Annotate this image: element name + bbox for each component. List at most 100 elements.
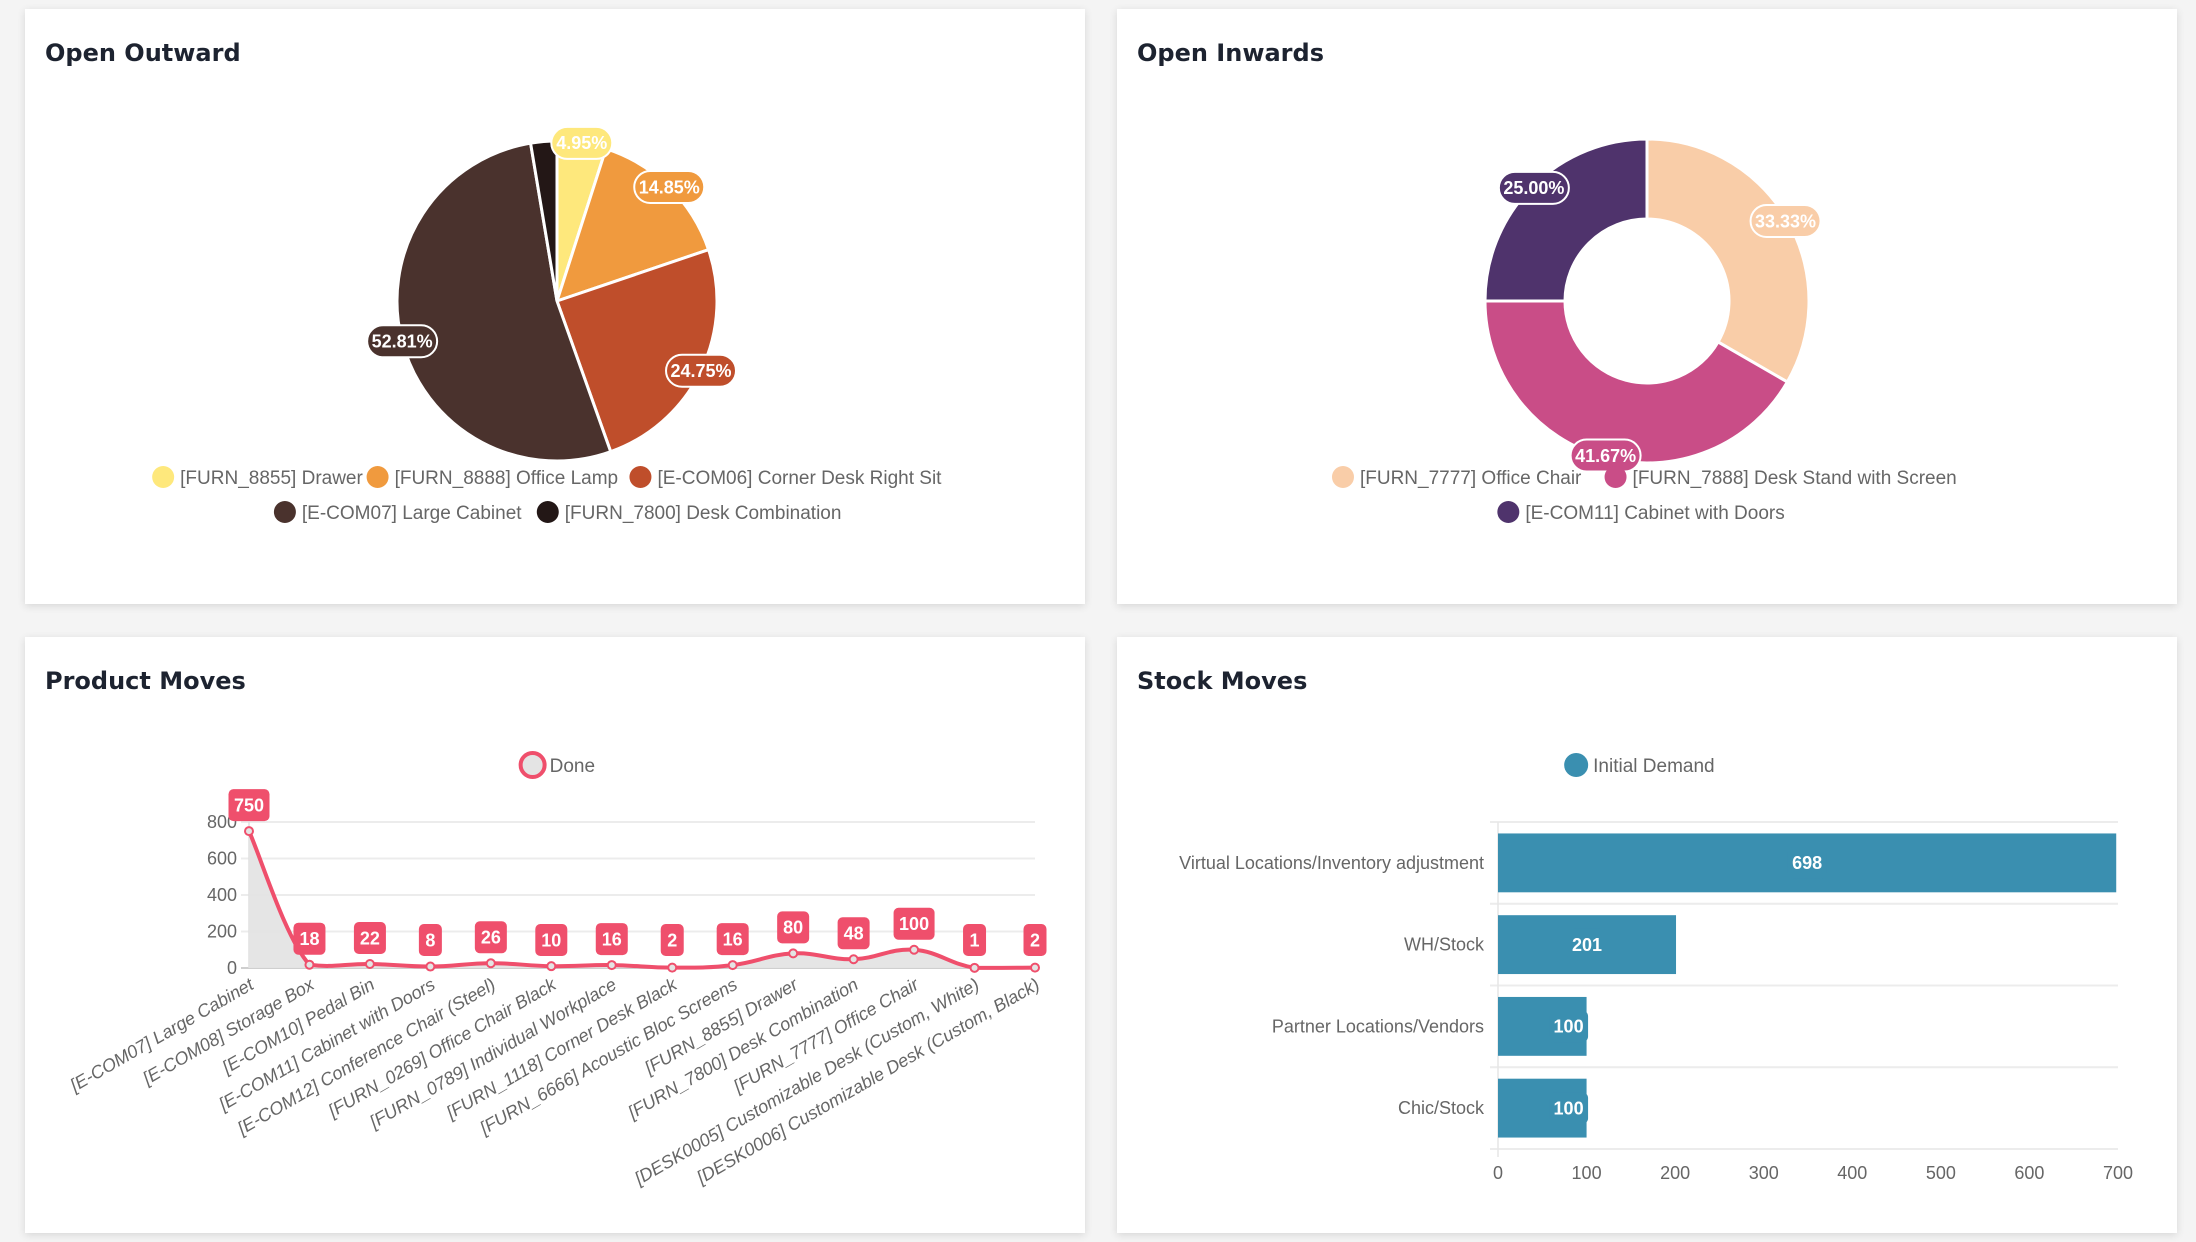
bar-data-label-box xyxy=(1549,1010,1589,1043)
point-data-label: 2 xyxy=(660,924,684,956)
x-tick-label: 0 xyxy=(1493,1163,1503,1183)
card-title: Open Inwards xyxy=(1137,39,1324,67)
slice-data-label-text: 52.81% xyxy=(372,332,433,352)
legend-color-icon xyxy=(518,751,547,779)
slice-data-label: 33.33% xyxy=(1749,203,1822,238)
legend-color-icon xyxy=(1497,501,1520,523)
legend-label: [FURN_7888] Desk Stand with Screen xyxy=(1633,468,1957,489)
point-data-label: 16 xyxy=(595,923,628,956)
legend-label: [E-COM06] Corner Desk Right Sit xyxy=(657,468,942,489)
bar-data-label-box xyxy=(1549,1092,1589,1125)
point-data-label-text: 16 xyxy=(723,929,743,949)
slice-data-label: 4.95% xyxy=(550,125,614,160)
open-outward-pie-chart: 4.95% 14.85% 24.75% 52.81% [FURN_8855] Drawe… xyxy=(152,125,942,524)
legend-item: Initial Demand xyxy=(1564,753,1715,777)
slice-data-label: 52.81% xyxy=(366,324,439,359)
line-point xyxy=(909,944,920,955)
legend-label: Done xyxy=(550,756,595,777)
point-data-label-text: 80 xyxy=(783,918,803,938)
pie-slice xyxy=(1483,137,1649,303)
legend-item: [FURN_7800] Desk Combination xyxy=(536,501,842,524)
bar-data-label: 201 xyxy=(1567,928,1607,961)
bar-data-label-text: 100 xyxy=(1554,1098,1584,1118)
point-data-label-text: 1 xyxy=(970,930,980,950)
legend-item: [FURN_8888] Office Lamp xyxy=(366,466,619,489)
legend-item: Done xyxy=(518,751,595,779)
legend-label: [FURN_7800] Desk Combination xyxy=(565,503,842,524)
point-data-label: 100 xyxy=(893,907,935,940)
legend-item: [E-COM06] Corner Desk Right Sit xyxy=(629,466,942,489)
point-data-label-box xyxy=(353,921,386,954)
slice-data-label-box xyxy=(366,324,439,359)
legend-item: [E-COM11] Cabinet with Doors xyxy=(1497,501,1785,524)
point-data-label: 48 xyxy=(837,917,870,950)
legend-color-icon xyxy=(1564,753,1589,777)
slice-data-label-text: 41.67% xyxy=(1575,446,1636,466)
legend-item: [FURN_8855] Drawer xyxy=(152,466,364,489)
point-data-label-text: 22 xyxy=(360,928,380,948)
slice-data-label-text: 14.85% xyxy=(639,177,700,197)
product-moves-card: Product Moves Done 0 200 400 600 800 750 18 22 8 2… xyxy=(25,637,1085,1233)
slice-data-label-text: 4.95% xyxy=(556,133,607,153)
pie-slice xyxy=(1483,299,1790,465)
x-tick-label: 100 xyxy=(1572,1163,1602,1183)
open-inwards-doughnut-chart: 33.33% 41.67% 25.00% [FURN_7777] Office Cha… xyxy=(1331,137,1957,524)
point-data-label-box xyxy=(535,924,568,956)
bar-data-label-text: 698 xyxy=(1792,853,1822,873)
x-tick-label: 600 xyxy=(2014,1163,2044,1183)
line-point xyxy=(304,959,315,970)
point-data-label-box xyxy=(963,924,987,956)
slice-data-label-text: 33.33% xyxy=(1755,211,1816,231)
slice-data-label-text: 25.00% xyxy=(1503,178,1564,198)
legend-label: Initial Demand xyxy=(1593,756,1714,777)
y-tick-label: 200 xyxy=(207,922,237,942)
stock-moves-card: Stock Moves Initial Demand Virtual Locati… xyxy=(1117,637,2177,1233)
bar-data-label: 100 xyxy=(1549,1092,1589,1125)
point-data-label-box xyxy=(418,924,442,956)
y-tick-label: 0 xyxy=(227,958,237,978)
line-point xyxy=(727,960,738,971)
x-tick-label: 200 xyxy=(1660,1163,1690,1183)
slice-data-label-text: 24.75% xyxy=(670,361,731,381)
point-data-label-text: 48 xyxy=(844,924,864,944)
bar-data-label: 698 xyxy=(1787,846,1827,879)
point-data-label-box xyxy=(716,923,749,956)
point-data-label: 16 xyxy=(716,923,749,956)
legend-label: [FURN_8888] Office Lamp xyxy=(395,468,619,489)
legend-color-icon xyxy=(629,466,652,488)
legend-color-icon xyxy=(273,501,296,523)
point-data-label: 22 xyxy=(353,921,386,954)
line-point xyxy=(969,962,980,973)
bar-data-label-box xyxy=(1567,928,1607,961)
point-data-label-box xyxy=(1023,924,1047,956)
point-data-label-box xyxy=(660,924,684,956)
line-point xyxy=(485,958,496,969)
y-tick-label: 400 xyxy=(207,885,237,905)
slice-data-label-box xyxy=(1749,203,1822,238)
bar-data-label-text: 201 xyxy=(1572,935,1602,955)
line-point xyxy=(546,961,557,972)
point-data-label-text: 100 xyxy=(899,914,929,934)
line-point xyxy=(425,961,436,972)
line-point xyxy=(244,826,254,837)
line-series-done xyxy=(247,830,1036,970)
legend-color-icon xyxy=(366,466,389,488)
slice-data-label: 25.00% xyxy=(1497,170,1570,205)
legend-label: [FURN_8855] Drawer xyxy=(180,468,363,489)
point-data-label-box xyxy=(595,923,628,956)
line-point xyxy=(606,960,617,971)
legend-label: [E-COM11] Cabinet with Doors xyxy=(1525,503,1784,524)
point-data-label-box xyxy=(893,907,935,940)
slice-data-label-box xyxy=(550,125,614,160)
x-tick-label: 300 xyxy=(1749,1163,1779,1183)
slice-data-label: 41.67% xyxy=(1569,438,1642,473)
legend-label: [FURN_7777] Office Chair xyxy=(1360,468,1582,489)
point-data-label-text: 16 xyxy=(602,929,622,949)
slice-data-label: 14.85% xyxy=(633,169,706,204)
point-data-label-box xyxy=(837,917,870,950)
legend-item: [E-COM07] Large Cabinet xyxy=(273,501,522,524)
card-title: Open Outward xyxy=(45,39,241,67)
point-data-label-text: 2 xyxy=(1030,930,1040,950)
legend-color-icon xyxy=(536,501,559,523)
